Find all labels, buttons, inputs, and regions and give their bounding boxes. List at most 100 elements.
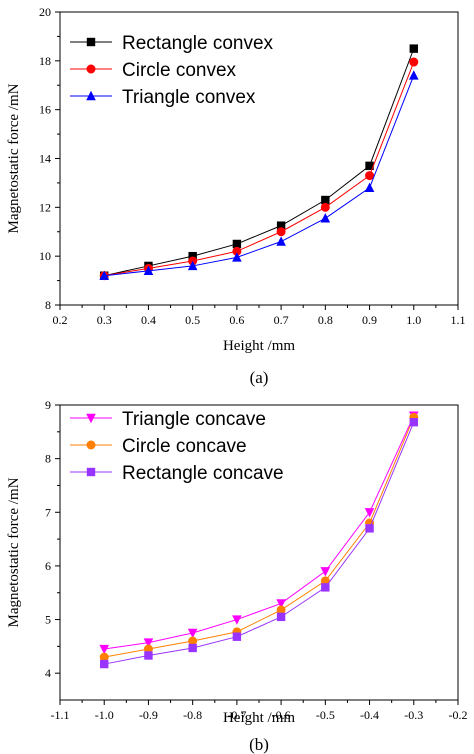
x-tick-label: -0.6 (272, 708, 291, 722)
data-point (232, 632, 242, 641)
x-tick-label: 0.4 (141, 313, 156, 327)
y-tick-label: 8 (45, 298, 51, 312)
series-line (104, 75, 415, 277)
legend-label: Rectangle convex (122, 33, 274, 54)
y-tick-label: 20 (39, 5, 51, 19)
data-point (99, 270, 110, 280)
data-point (320, 202, 330, 212)
y-tick-label: 14 (39, 152, 51, 166)
data-point (143, 638, 154, 648)
series-line (104, 415, 415, 650)
legend-item: Triangle convex (70, 87, 256, 108)
data-point (232, 239, 242, 249)
chart-panel-a: 0.2 0.3 0.4 0.5 0.6 0.7 0.8 0.9 1.0 1.1 8 10 12 14 16 1… (6, 5, 466, 387)
data-point (187, 260, 198, 271)
x-tick-label: -0.4 (360, 708, 379, 722)
legend-label: Circle convex (122, 60, 237, 81)
legend-marker (86, 90, 96, 101)
legend-item: Circle convex (70, 60, 237, 81)
data-point (276, 605, 286, 615)
y-tick-label: 10 (39, 249, 51, 263)
y-axis-title: Magnetostatic force /mN (6, 477, 22, 627)
data-point (320, 567, 331, 577)
legend-marker (86, 37, 96, 47)
legend-item: Circle concave (70, 436, 247, 457)
legend-item: Rectangle concave (70, 463, 284, 484)
legend-label: Triangle convex (122, 87, 256, 108)
series-rectangle-concave (100, 417, 418, 669)
data-point (100, 659, 109, 669)
y-tick-label: 16 (39, 103, 51, 117)
data-point (99, 652, 109, 662)
data-point (276, 236, 286, 246)
data-point (99, 644, 110, 655)
x-tick-label: 0.9 (362, 313, 377, 327)
series-line (104, 417, 415, 658)
data-point (409, 417, 418, 427)
y-tick-label: 7 (45, 505, 51, 519)
y-tick-label: 5 (45, 613, 51, 627)
data-point (408, 70, 419, 80)
x-tick-label: 0.6 (229, 313, 244, 327)
x-tick-label: 0.8 (318, 313, 333, 327)
data-point (364, 182, 375, 192)
legend-item: Triangle concave (70, 409, 266, 430)
data-point (188, 251, 197, 261)
x-tick-label: -1.0 (95, 708, 114, 722)
legend-label: Rectangle concave (122, 463, 284, 484)
x-axis-title: Height /mm (223, 338, 295, 354)
data-point (276, 599, 286, 609)
x-tick-label: 0.5 (185, 313, 200, 327)
y-tick-label: 18 (39, 54, 51, 68)
x-tick-label: 1.1 (451, 313, 466, 327)
panel-label: (b) (249, 735, 269, 754)
y-axis-title: Magnetostatic force /mN (6, 83, 22, 233)
data-point (276, 227, 286, 237)
series-line (104, 48, 415, 277)
legend-marker (86, 413, 96, 424)
data-point (365, 161, 374, 171)
data-point (321, 583, 330, 592)
x-tick-label: 0.3 (97, 313, 112, 327)
x-tick-label: 1.0 (406, 313, 421, 327)
plot-frame (59, 11, 459, 306)
legend-label: Triangle concave (122, 409, 266, 430)
y-tick-label: 8 (45, 452, 51, 466)
x-tick-label: -1.1 (51, 708, 70, 722)
x-tick-label: 0.7 (274, 313, 289, 327)
chart-panel-b: -1.1 -1.0 -0.9 -0.8 -0.7 -0.6 -0.5 -0.4 -0.3 -0.2… (6, 398, 468, 754)
data-point (365, 524, 374, 533)
data-point (409, 44, 418, 53)
x-tick-label: -0.8 (183, 708, 202, 722)
legend-item: Rectangle convex (70, 33, 274, 54)
legend-marker (86, 440, 96, 450)
x-tick-label: -0.7 (227, 708, 246, 722)
data-point (143, 265, 154, 276)
x-tick-label: 0.2 (53, 313, 68, 327)
panel-label: (a) (250, 368, 269, 387)
x-tick-label: -0.9 (139, 708, 158, 722)
data-point (232, 246, 242, 256)
data-point (187, 628, 198, 639)
y-tick-label: 4 (45, 666, 51, 680)
series-line (104, 421, 415, 665)
data-point (321, 195, 330, 205)
data-point (188, 636, 198, 646)
data-point (232, 252, 242, 262)
y-tick-label: 9 (45, 398, 51, 412)
y-tick-label: 6 (45, 559, 51, 573)
x-tick-label: -0.5 (316, 708, 335, 722)
data-point (276, 221, 286, 230)
series-line (104, 61, 415, 277)
data-point (232, 615, 242, 625)
series-triangle-convex (99, 70, 419, 280)
x-axis-title: Height /mm (223, 710, 295, 726)
data-point (320, 213, 331, 223)
legend-marker (86, 467, 96, 477)
data-point (144, 651, 153, 660)
x-tick-label: -0.2 (449, 708, 468, 722)
y-tick-label: 12 (39, 200, 51, 214)
x-tick-label: -0.3 (404, 708, 423, 722)
legend-label: Circle concave (122, 436, 247, 457)
